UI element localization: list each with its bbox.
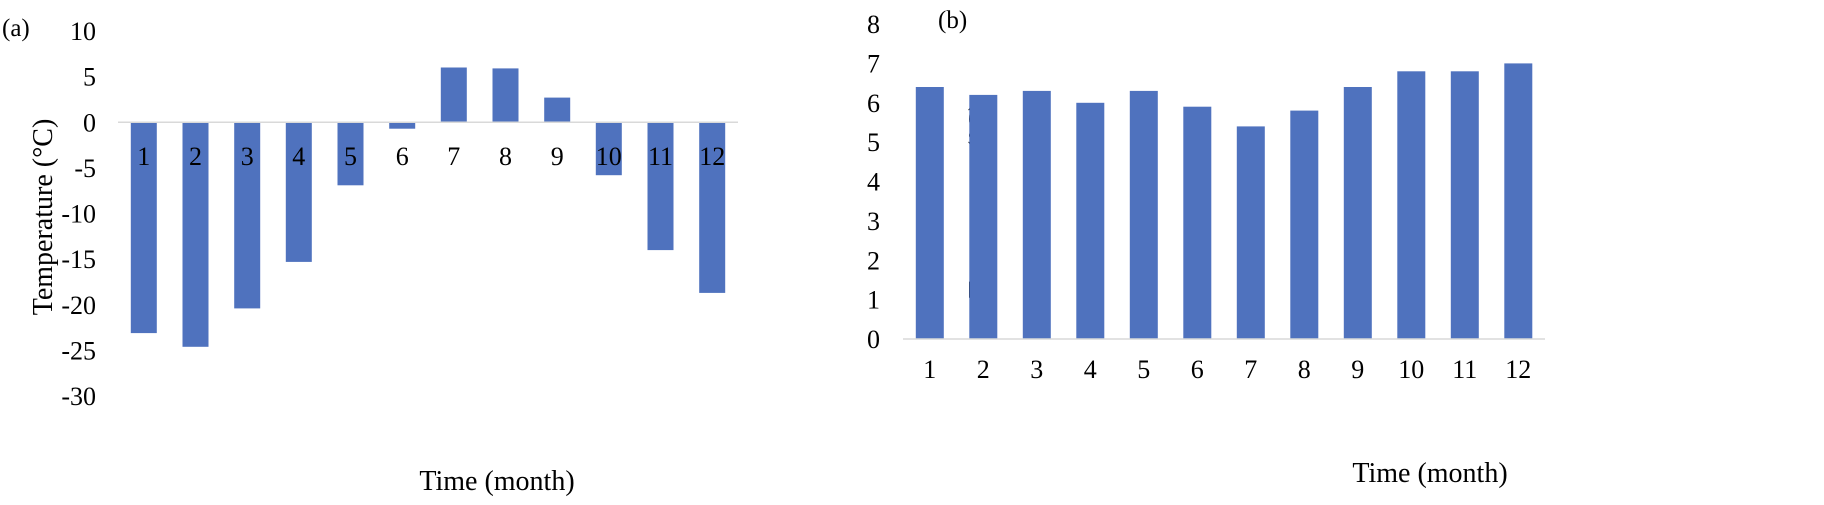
x-tick-label-a-4: 4	[292, 142, 305, 171]
y-tick-label-b: 7	[867, 49, 880, 78]
chart-panel-a: (a) Temperature (°C) Time (month) 10 5 0 -5…	[2, 15, 738, 497]
x-ticks-a: 1 2 3 4 5 6 7 8 9 10 11 12	[137, 142, 725, 171]
y-ticks-b: 8 7 6 5 4 3 2 1 0	[867, 10, 880, 354]
x-tick-label-b-10: 10	[1398, 355, 1424, 384]
y-tick-label-a: -5	[74, 154, 96, 183]
bar-a-month-11	[647, 122, 674, 251]
y-tick-label-a: 0	[83, 108, 96, 137]
x-tick-label-a-10: 10	[596, 142, 622, 171]
y-tick-label-b: 8	[867, 10, 880, 39]
bar-b-month-11	[1450, 71, 1479, 340]
x-tick-label-b-8: 8	[1298, 355, 1311, 384]
bar-b-month-3	[1022, 90, 1051, 340]
bars-b	[915, 63, 1533, 340]
bar-a-month-10	[595, 122, 622, 176]
y-tick-label-b: 1	[867, 286, 880, 315]
bar-a-month-9	[544, 97, 571, 123]
chart-panel-b: (b) Temperature (°C) Time (month) 876543…	[867, 7, 1545, 489]
x-tick-label-a-12: 12	[699, 142, 725, 171]
x-axis-title-b: Time (month)	[1352, 458, 1507, 489]
bar-b-month-10	[1397, 71, 1426, 340]
bar-a-month-3	[234, 122, 261, 309]
bar-b-month-12	[1504, 63, 1533, 340]
y-tick-label-a: 10	[70, 17, 96, 46]
x-tick-label-a-3: 3	[241, 142, 254, 171]
panel-label-b: (b)	[938, 7, 967, 34]
x-tick-label-b-5: 5	[1137, 355, 1150, 384]
bar-b-month-9	[1343, 87, 1372, 339]
bar-a-month-8	[492, 68, 519, 123]
bar-b-month-4	[1076, 102, 1105, 340]
x-axis-title-a: Time (month)	[419, 466, 574, 497]
bar-a-month-7	[440, 67, 467, 123]
x-tick-label-b-12: 12	[1505, 355, 1531, 384]
x-tick-label-a-5: 5	[344, 142, 357, 171]
panel-label-a: (a)	[2, 15, 30, 42]
x-tick-label-b-1: 1	[923, 355, 936, 384]
y-tick-label-b: 5	[867, 128, 880, 157]
x-tick-label-a-6: 6	[396, 142, 409, 171]
x-tick-label-b-7: 7	[1244, 355, 1257, 384]
y-tick-label-b: 0	[867, 325, 880, 354]
y-tick-label-a: -10	[61, 200, 96, 229]
bar-a-month-6	[389, 122, 416, 129]
bar-a-month-12	[699, 122, 726, 293]
x-tick-label-a-1: 1	[137, 142, 150, 171]
y-tick-label-a: 5	[83, 63, 96, 92]
x-tick-label-a-9: 9	[551, 142, 564, 171]
bar-a-month-2	[182, 122, 209, 347]
x-tick-label-b-6: 6	[1191, 355, 1204, 384]
bar-a-month-4	[285, 122, 312, 262]
bar-b-month-1	[915, 87, 944, 339]
x-tick-label-a-7: 7	[447, 142, 460, 171]
y-tick-label-a: -15	[61, 245, 96, 274]
y-tick-label-b: 3	[867, 207, 880, 236]
y-tick-label-b: 4	[867, 168, 880, 197]
x-tick-label-b-3: 3	[1030, 355, 1043, 384]
bar-b-month-8	[1290, 110, 1319, 339]
bar-b-month-5	[1129, 90, 1158, 340]
y-tick-label-b: 6	[867, 89, 880, 118]
x-tick-label-b-4: 4	[1084, 355, 1097, 384]
x-tick-label-a-11: 11	[648, 142, 673, 171]
y-tick-label-a: -25	[61, 336, 96, 365]
x-tick-label-a-2: 2	[189, 142, 202, 171]
y-tick-label-a: -30	[61, 382, 96, 411]
bar-a-month-5	[337, 122, 364, 186]
bar-a-month-1	[130, 122, 157, 334]
y-ticks-a: 10 5 0 -5 -10 -15 -20 -25 -30	[61, 17, 96, 411]
x-tick-label-a-8: 8	[499, 142, 512, 171]
y-axis-title-a: Temperature (°C)	[28, 119, 59, 316]
bar-b-month-7	[1236, 126, 1265, 340]
x-tick-label-b-11: 11	[1452, 355, 1477, 384]
y-tick-label-a: -20	[61, 291, 96, 320]
x-tick-label-b-2: 2	[977, 355, 990, 384]
x-ticks-b: 1 2 3 4 5 6 7 8 9 10 11 12	[923, 355, 1531, 384]
bar-b-month-2	[969, 94, 998, 340]
bar-b-month-6	[1183, 106, 1212, 339]
y-tick-label-b: 2	[867, 246, 880, 275]
x-tick-label-b-9: 9	[1351, 355, 1364, 384]
bars-a	[130, 67, 726, 347]
